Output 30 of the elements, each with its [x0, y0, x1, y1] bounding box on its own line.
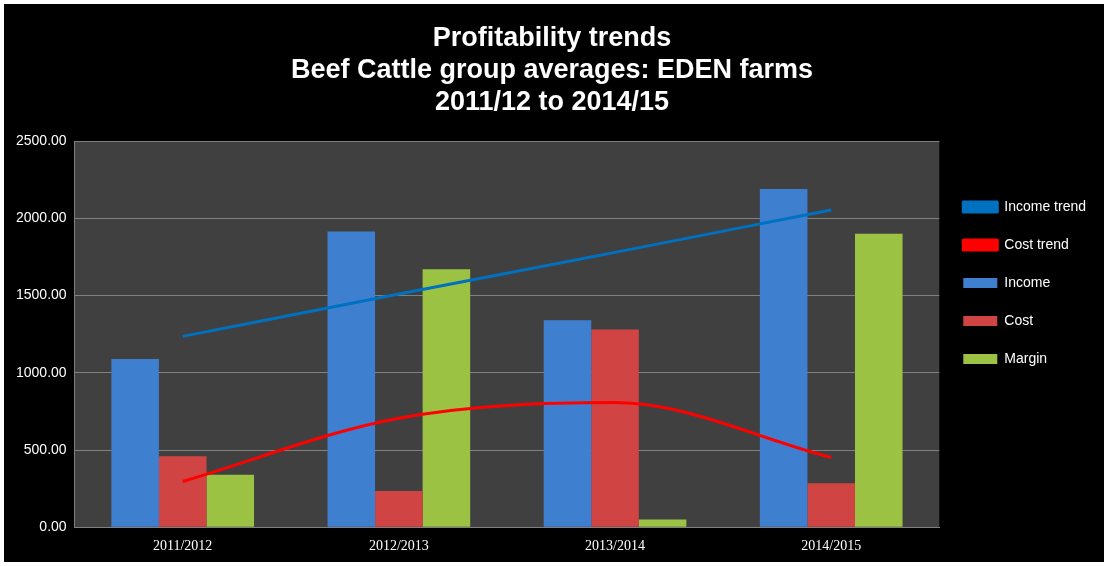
- bar: [327, 231, 376, 527]
- bar: [854, 233, 903, 527]
- y-tick-label: 2000.00: [16, 209, 67, 226]
- bar: [375, 490, 423, 527]
- line-series: [181, 208, 833, 338]
- y-tick-label: 2500.00: [16, 132, 67, 149]
- y-tick-label: 1500.00: [16, 286, 67, 303]
- bar: [111, 358, 159, 527]
- bar: [591, 329, 639, 527]
- x-tick-label: 2012/2013: [368, 538, 429, 554]
- bar: [422, 269, 471, 527]
- legend-label: Cost trend: [1004, 235, 1069, 252]
- bar: [158, 456, 207, 527]
- legend-label: Cost: [1004, 311, 1034, 328]
- x-tick-label: 2011/2012: [153, 538, 213, 554]
- bar: [638, 519, 687, 527]
- bar: [807, 483, 855, 527]
- legend-label: Margin: [1004, 349, 1048, 366]
- y-tick-label: 1000.00: [16, 363, 67, 380]
- x-tick-label: 2013/2014: [585, 538, 645, 554]
- chart-title: Profitability trends Beef Cattle group averages: EDEN farms 2011/12 to 2014/15: [290, 21, 814, 117]
- bar: [759, 189, 808, 527]
- bar: [206, 474, 255, 527]
- line-series: [181, 401, 833, 483]
- x-tick-label: 2014/2015: [801, 538, 862, 554]
- legend-label: Income: [1004, 273, 1051, 290]
- legend-label: Income trend: [1004, 197, 1087, 214]
- bar: [543, 320, 592, 527]
- y-tick-label: 0.00: [39, 518, 67, 535]
- y-tick-label: 500.00: [23, 440, 67, 457]
